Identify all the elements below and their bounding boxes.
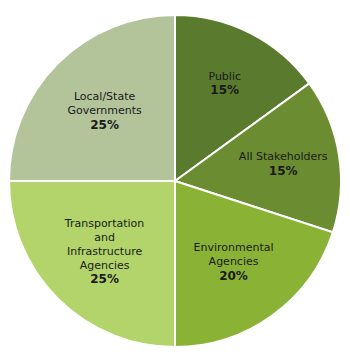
data-label: 15% xyxy=(269,164,298,178)
data-label: 15% xyxy=(210,83,239,97)
slice-label-line: Local/State xyxy=(74,90,136,103)
slice-label: TransportationandInfrastructureAgencies xyxy=(64,217,144,272)
slice-label-line: Infrastructure xyxy=(67,245,143,258)
slice-label-line: Agencies xyxy=(209,255,259,268)
data-label: 25% xyxy=(90,272,119,286)
slice-label-line: Environmental xyxy=(194,241,274,254)
pie-slice xyxy=(9,15,175,181)
data-label: 25% xyxy=(90,118,119,132)
slices xyxy=(9,15,341,347)
slice-label-line: All Stakeholders xyxy=(239,150,328,163)
data-label: 20% xyxy=(219,269,248,283)
pie-slice xyxy=(9,181,175,347)
labels: Public15%All Stakeholders15%Environmenta… xyxy=(64,70,328,287)
slice-label: All Stakeholders xyxy=(239,150,328,163)
slice-label: Public xyxy=(208,70,241,83)
slice-label-line: Transportation xyxy=(64,217,144,230)
slice-label: Local/StateGovernments xyxy=(67,90,142,117)
chart: Public15%All Stakeholders15%Environmenta… xyxy=(0,0,350,362)
slice-label-line: Public xyxy=(208,70,241,83)
slice-label-line: Governments xyxy=(67,104,142,117)
slice-label-line: Agencies xyxy=(80,259,130,272)
slice-label: EnvironmentalAgencies xyxy=(194,241,274,268)
pie-slice xyxy=(175,181,333,347)
slice-label-line: and xyxy=(94,231,115,244)
